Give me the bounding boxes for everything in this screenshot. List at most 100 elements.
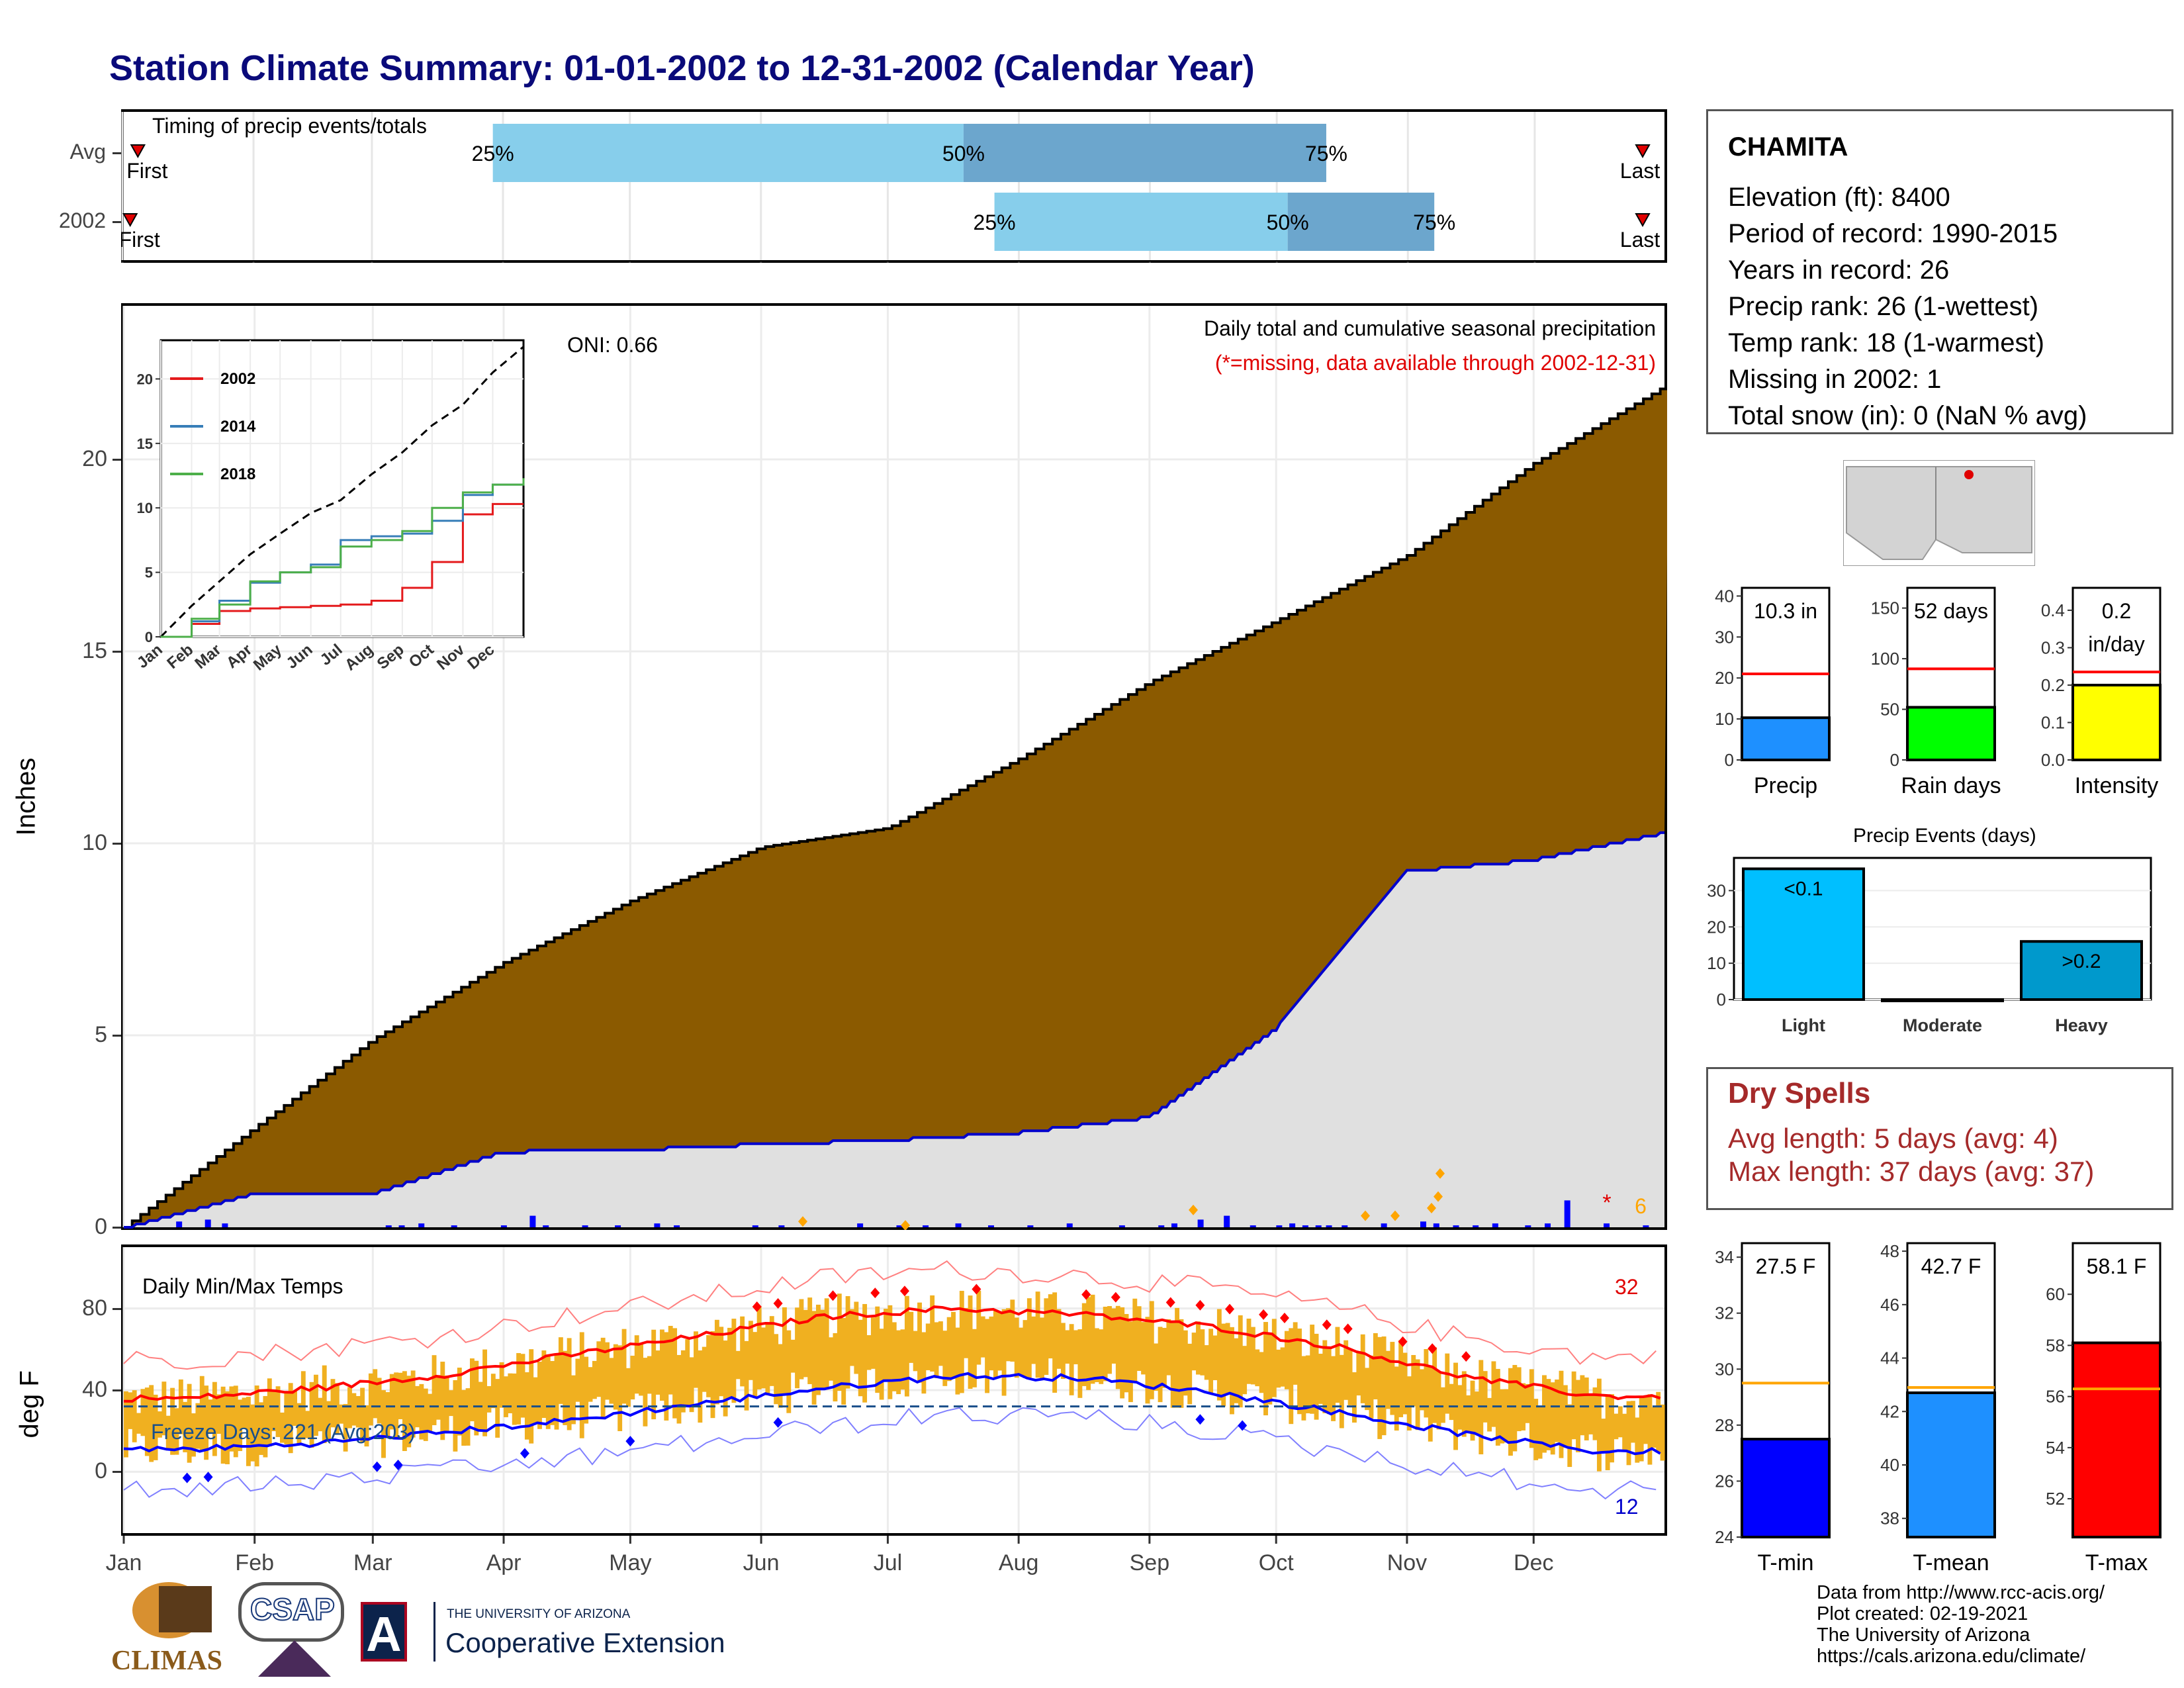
daily-temp-bar <box>428 1393 433 1432</box>
daily-temp-bar <box>959 1291 964 1393</box>
daily-temp-bar <box>1242 1346 1248 1395</box>
event-category-label: Moderate <box>1903 1015 1982 1035</box>
daily-temp-bar <box>1436 1372 1441 1430</box>
inset-legend-label: 2014 <box>220 418 256 436</box>
daily-temp-bar <box>1145 1317 1150 1404</box>
daily-precip-bar <box>615 1225 621 1227</box>
tbar-tick-label: 42 <box>1880 1401 1899 1421</box>
daily-temp-bar <box>1124 1314 1129 1393</box>
freeze-days-label: Freeze Days: 221 (Avg:203) <box>151 1420 416 1444</box>
daily-temp-bar <box>993 1311 998 1379</box>
daily-temp-bar <box>1166 1319 1171 1376</box>
daily-temp-bar <box>1559 1370 1564 1458</box>
dry-spells-box: Dry Spells Avg length: 5 days (avg: 4) Ma… <box>1706 1067 2173 1210</box>
daily-precip-bar <box>1224 1215 1230 1227</box>
record-high-line <box>123 1260 1657 1370</box>
daily-precip-bar <box>1027 1225 1034 1227</box>
daily-temp-bar <box>1208 1329 1214 1395</box>
daily-temp-bar <box>756 1305 762 1389</box>
inset-ytick-label: 15 <box>137 436 153 452</box>
record-high-marker <box>1111 1291 1120 1303</box>
daily-temp-bar <box>520 1354 525 1418</box>
daily-temp-bar <box>942 1331 948 1386</box>
mini-tick-label: 50 <box>1880 700 1899 720</box>
daily-precip-bar <box>1276 1225 1283 1227</box>
month-label: Mar <box>353 1550 392 1575</box>
daily-temp-bar <box>1651 1407 1657 1448</box>
daily-temp-bar <box>1212 1335 1218 1380</box>
tbar-label: T-min <box>1758 1550 1814 1575</box>
tbar-tick-label: 28 <box>1715 1415 1734 1435</box>
mini-bar-label: Rain days <box>1901 773 2001 798</box>
daily-temp-bar <box>1500 1389 1505 1444</box>
daily-temp-bar <box>377 1378 382 1424</box>
temp-ytick <box>113 1389 121 1391</box>
month-axis: Jan Feb Mar Apr May Jun Jul Aug Sep Oct Nov Dec <box>106 1536 1554 1575</box>
tbar-tick-label: 44 <box>1880 1348 1899 1368</box>
event-category-label: Light <box>1782 1015 1825 1035</box>
daily-temp-bar <box>1230 1327 1234 1415</box>
daily-temp-bar <box>124 1391 128 1458</box>
daily-temp-bar <box>504 1376 508 1417</box>
daily-temp-bar <box>639 1344 644 1396</box>
daily-temp-bar <box>689 1357 694 1413</box>
daily-temp-bar <box>617 1345 623 1431</box>
daily-temp-bar <box>790 1339 796 1373</box>
month-label: Jul <box>874 1550 902 1575</box>
daily-temp-bar <box>731 1319 737 1403</box>
timing-row-label: Avg <box>69 140 106 164</box>
tbar-value-bar <box>1906 1391 1996 1538</box>
daily-temp-bar <box>761 1327 766 1389</box>
footer-line: The University of Arizona <box>1817 1624 2030 1646</box>
daily-temp-bar <box>719 1327 724 1397</box>
daily-temp-bar <box>1420 1369 1424 1411</box>
dry-spells-title: Dry Spells <box>1728 1077 1871 1109</box>
precip-subtitle: Daily total and cumulative seasonal prec… <box>1203 316 1656 340</box>
daily-temp-bar <box>647 1356 652 1394</box>
station-details: Elevation (ft): 8400 Period of record: 19… <box>1728 179 2087 434</box>
record-low-marker <box>393 1459 403 1470</box>
avg-min-line <box>123 1372 1661 1456</box>
daily-temp-bar <box>964 1307 969 1358</box>
daily-temp-bar <box>1596 1378 1602 1472</box>
daily-temp-bar <box>300 1371 306 1440</box>
mini-value-label: 10.3 in <box>1754 599 1817 623</box>
tbar-label: T-mean <box>1913 1550 1989 1575</box>
mini-value-bar <box>1741 716 1831 762</box>
daily-temp-bar <box>195 1403 201 1449</box>
daily-precip-bar <box>398 1225 405 1227</box>
inset-ytick-label: 5 <box>145 565 153 581</box>
daily-temp-bar <box>1656 1391 1661 1452</box>
daily-temp-bar <box>672 1328 678 1419</box>
daily-temp-bar <box>676 1354 682 1424</box>
precip-ytick <box>113 843 121 845</box>
timing-frame-right <box>1664 109 1667 263</box>
missing-count: 6 <box>1635 1194 1647 1218</box>
record-low-marker <box>520 1448 529 1459</box>
daily-temp-bar <box>816 1304 821 1395</box>
daily-temp-bar <box>508 1373 513 1413</box>
record-high-marker <box>1081 1289 1091 1300</box>
daily-temp-bar <box>896 1330 901 1395</box>
daily-temp-bar <box>1466 1395 1471 1434</box>
daily-temp-bar <box>326 1401 332 1440</box>
daily-temp-bar <box>1149 1301 1154 1399</box>
daily-temp-bar <box>402 1371 407 1452</box>
daily-temp-bar <box>1187 1343 1193 1405</box>
daily-temp-bar <box>651 1329 657 1420</box>
record-low-marker <box>773 1417 783 1428</box>
daily-temp-bar <box>799 1299 804 1380</box>
daily-precip-bar <box>418 1223 425 1227</box>
daily-precip-bar <box>582 1225 588 1227</box>
daily-temp-bar <box>854 1301 859 1374</box>
daily-temp-bar <box>1643 1396 1648 1444</box>
daily-temp-bar <box>1571 1371 1576 1440</box>
precip-panel: * 6 0 5 10 15 20 Jan Feb Mar Apr May Jun Jul Aug Sep Oct… <box>121 303 1667 1230</box>
footer-line: https://cals.arizona.edu/climate/ <box>1817 1646 2086 1667</box>
daily-temp-bar <box>1617 1406 1623 1438</box>
record-high-marker <box>1428 1343 1437 1354</box>
daily-temp-bar <box>355 1395 361 1428</box>
month-label: Jun <box>743 1550 780 1575</box>
station-info-box: CHAMITA Elevation (ft): 8400 Period of re… <box>1706 109 2173 434</box>
daily-temp-bar <box>811 1311 817 1405</box>
